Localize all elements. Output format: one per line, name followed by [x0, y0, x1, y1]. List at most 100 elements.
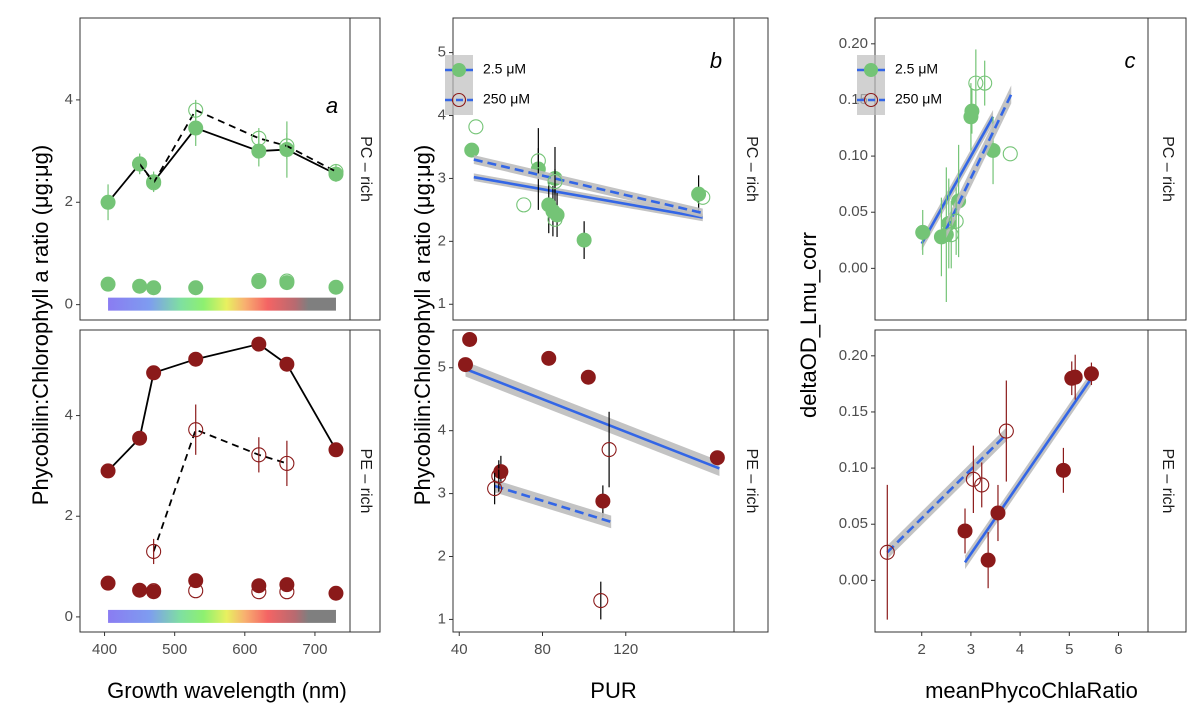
legend: 2.5 μM 250 μM	[445, 55, 530, 115]
data-point	[328, 164, 344, 180]
y-tick-label: 2	[65, 193, 73, 210]
y-tick-label: 2	[438, 232, 446, 249]
data-point	[146, 365, 162, 381]
legend-key-marker	[863, 92, 879, 108]
y-tick-label: 4	[438, 422, 446, 439]
panel-letter: b	[710, 48, 722, 73]
data-point	[943, 227, 959, 243]
plot-background	[80, 18, 350, 320]
x-tick-label: 400	[92, 641, 117, 658]
data-point	[595, 493, 611, 509]
facet-strip-label: PC – rich	[743, 136, 760, 202]
data-point	[530, 153, 546, 169]
legend-key-marker	[452, 63, 466, 77]
fit-confidence-band	[887, 427, 1007, 560]
data-point	[948, 213, 964, 229]
data-point	[251, 578, 267, 594]
data-point	[328, 279, 344, 295]
facet-strip	[733, 17, 769, 321]
data-point	[695, 189, 711, 205]
legend-label: 2.5 μM	[895, 61, 938, 77]
data-point	[968, 75, 984, 91]
data-point	[132, 278, 148, 294]
data-point	[146, 543, 162, 560]
y-axis-title: Phycobilin:Chlorophyll a ratio (μg:μg)	[410, 145, 435, 505]
series-filled	[100, 274, 344, 296]
data-point	[279, 455, 295, 471]
x-axis-title: meanPhycoChlaRatio	[925, 678, 1138, 703]
fit-line	[473, 158, 704, 215]
data-point	[188, 120, 204, 136]
data-point	[100, 276, 116, 292]
data-point	[547, 211, 563, 227]
series-filled	[457, 331, 725, 517]
data-point	[188, 280, 204, 296]
x-tick-label: 80	[534, 641, 551, 658]
fit-line	[963, 377, 1093, 564]
y-axis-title: deltaOD_Lmu_corr	[796, 232, 821, 418]
fit-line	[494, 484, 612, 524]
x-tick-label: 600	[232, 641, 257, 658]
data-point	[549, 207, 565, 223]
y-tick-label: 3	[438, 169, 446, 186]
y-tick-label: 4	[438, 106, 446, 123]
facet-strip	[733, 329, 769, 633]
data-point	[516, 197, 532, 213]
plot-area	[457, 331, 725, 620]
series-filled	[957, 354, 1099, 589]
x-tick-label: 120	[613, 641, 638, 658]
y-tick-label: 1	[438, 295, 446, 312]
y-tick-label: 2	[65, 507, 73, 524]
data-point	[493, 464, 509, 480]
data-point	[328, 442, 344, 458]
data-point	[132, 156, 148, 172]
y-tick-label: 0.10	[839, 459, 868, 476]
legend-key	[445, 85, 473, 115]
y-tick-label: 2	[438, 547, 446, 564]
data-point	[965, 471, 981, 487]
data-point	[709, 450, 725, 466]
data-point	[100, 463, 116, 479]
y-tick-label: 0	[65, 608, 73, 625]
data-point	[464, 142, 480, 158]
facet-strip	[349, 329, 381, 633]
data-point	[998, 423, 1014, 439]
series-open	[487, 411, 617, 620]
facet-strip	[1147, 329, 1187, 633]
series-open	[146, 404, 295, 565]
y-tick-label: 0.15	[839, 403, 868, 420]
legend-key	[857, 55, 885, 85]
y-tick-label: 0	[65, 296, 73, 313]
fit-line	[920, 116, 995, 245]
series-open	[879, 380, 1014, 620]
data-point	[957, 523, 973, 539]
y-tick-label: 0.10	[839, 147, 868, 164]
data-point	[251, 130, 267, 146]
legend-key-marker	[864, 63, 878, 77]
legend-label: 250 μM	[483, 91, 530, 107]
series-open	[132, 99, 344, 191]
x-tick-label: 6	[1114, 641, 1122, 658]
data-point	[593, 592, 609, 609]
facet-strip	[349, 17, 381, 321]
legend-key	[857, 85, 885, 115]
facet-a-pe: PE – rich 0 2 4 400 500 600 700	[65, 329, 381, 658]
data-point	[132, 582, 148, 598]
data-point	[990, 505, 1006, 521]
data-point	[879, 544, 895, 560]
data-point	[964, 103, 980, 119]
data-point	[541, 350, 557, 366]
plot-background	[875, 330, 1148, 632]
data-point	[980, 552, 996, 568]
chart-panel-a: PC – rich 0 2 4 a PE – rich 0 2 4 400 500 600 700 Gro…	[28, 17, 381, 703]
series-open	[943, 49, 1018, 269]
data-point	[251, 336, 267, 352]
facet-b-pc: PC – rich 1 2 3 4 5 b	[438, 17, 769, 321]
y-tick-label: 1	[438, 610, 446, 627]
data-point	[691, 186, 707, 202]
data-point	[188, 102, 204, 118]
data-point	[146, 584, 162, 600]
y-tick-label: 0.20	[839, 35, 868, 52]
data-point	[146, 175, 162, 191]
